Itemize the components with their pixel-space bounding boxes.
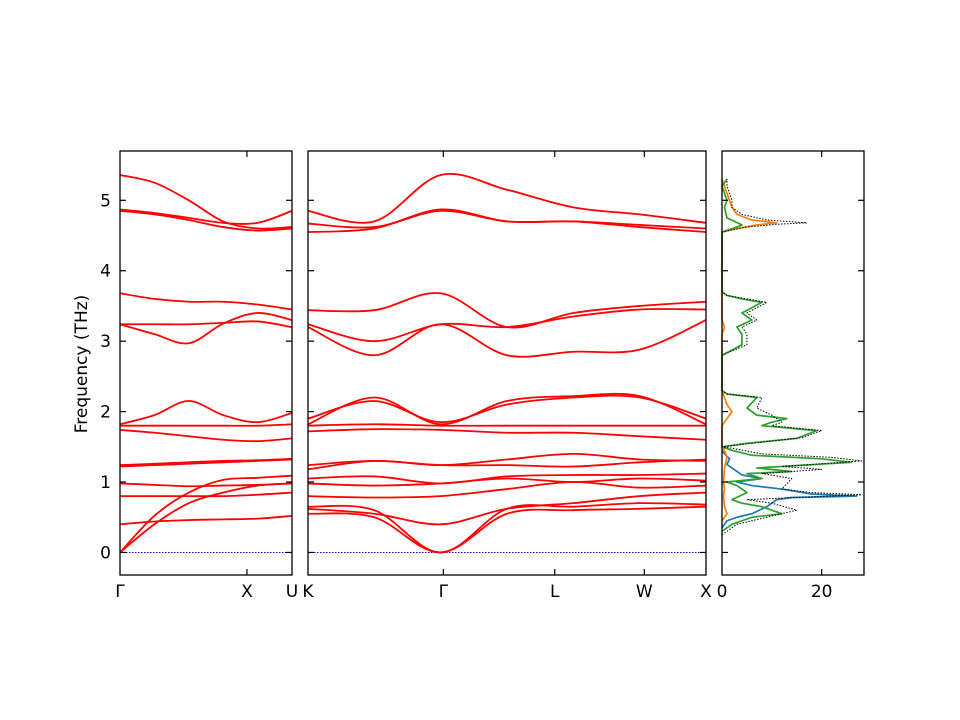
left-panel-band-8 [119, 429, 293, 443]
band-panel-gamma-x-u: 0 1 2 3 4 5 Γ X U [100, 150, 298, 602]
y-tick-label: 5 [100, 191, 111, 211]
x-tick-label-X: X [241, 582, 253, 602]
dos-curve-2 [721, 178, 778, 522]
dos-panel: 0 20 [717, 150, 865, 602]
mid-panel-band-1 [307, 505, 707, 554]
y-tick-label: 4 [100, 262, 111, 282]
mid-panel-band-10 [307, 423, 706, 427]
mid-panel-band-5 [307, 477, 707, 487]
dos-curve-3 [721, 178, 853, 533]
x-tick-label-Γ: Γ [439, 582, 449, 602]
y-axis-title: Frequency (THz) [72, 295, 92, 434]
mid-panel-band-17 [307, 209, 707, 230]
y-tick-label: 1 [100, 473, 111, 493]
mid-panel-band-15 [307, 292, 707, 329]
left-panel-band-1 [119, 474, 293, 554]
dos-panel-frame [721, 150, 865, 576]
mid-panel-band-14 [307, 308, 707, 343]
mid-panel-band-18 [307, 172, 707, 224]
left-panel-band-7 [119, 457, 293, 467]
mid-panel-band-9 [307, 428, 707, 441]
dos-x-tick-label: 20 [811, 582, 833, 602]
mid-panel-band-6 [307, 472, 707, 485]
x-tick-label-U: U [286, 582, 298, 602]
left-panel-band-12 [120, 320, 293, 328]
left-panel-frame [119, 150, 293, 576]
dos-curve-4 [721, 179, 863, 536]
left-panel-band-11 [119, 312, 293, 345]
left-panel-band-14 [119, 209, 293, 232]
mid-panel-frame [307, 150, 707, 576]
x-tick-label-W: W [636, 582, 653, 602]
mid-panel-band-12 [307, 394, 707, 424]
mid-panel-band-4 [307, 481, 707, 499]
left-panel-band-10 [119, 400, 293, 426]
left-panel-band-4 [120, 491, 293, 498]
y-tick-label: 3 [100, 332, 111, 352]
mid-panel-band-2 [307, 502, 707, 554]
left-panel-band-16 [119, 174, 293, 230]
y-tick-label: 2 [100, 403, 111, 423]
x-tick-label-L: L [550, 582, 560, 602]
left-panel-band-15 [119, 208, 293, 225]
dos-x-tick-label: 0 [717, 582, 728, 602]
mid-panel-band-11 [307, 392, 707, 426]
left-panel-band-13 [119, 292, 293, 311]
x-tick-label-X: X [700, 582, 712, 602]
mid-panel-band-8 [307, 458, 707, 468]
x-tick-label-Γ: Γ [115, 582, 125, 602]
x-tick-label-K: K [302, 582, 314, 602]
y-tick-label: 0 [100, 543, 111, 563]
mid-panel-band-13 [307, 319, 707, 358]
left-panel-band-5 [119, 482, 293, 488]
left-panel-band-9 [120, 423, 293, 427]
left-panel-band-3 [119, 514, 293, 526]
mid-panel-band-3 [307, 491, 707, 526]
